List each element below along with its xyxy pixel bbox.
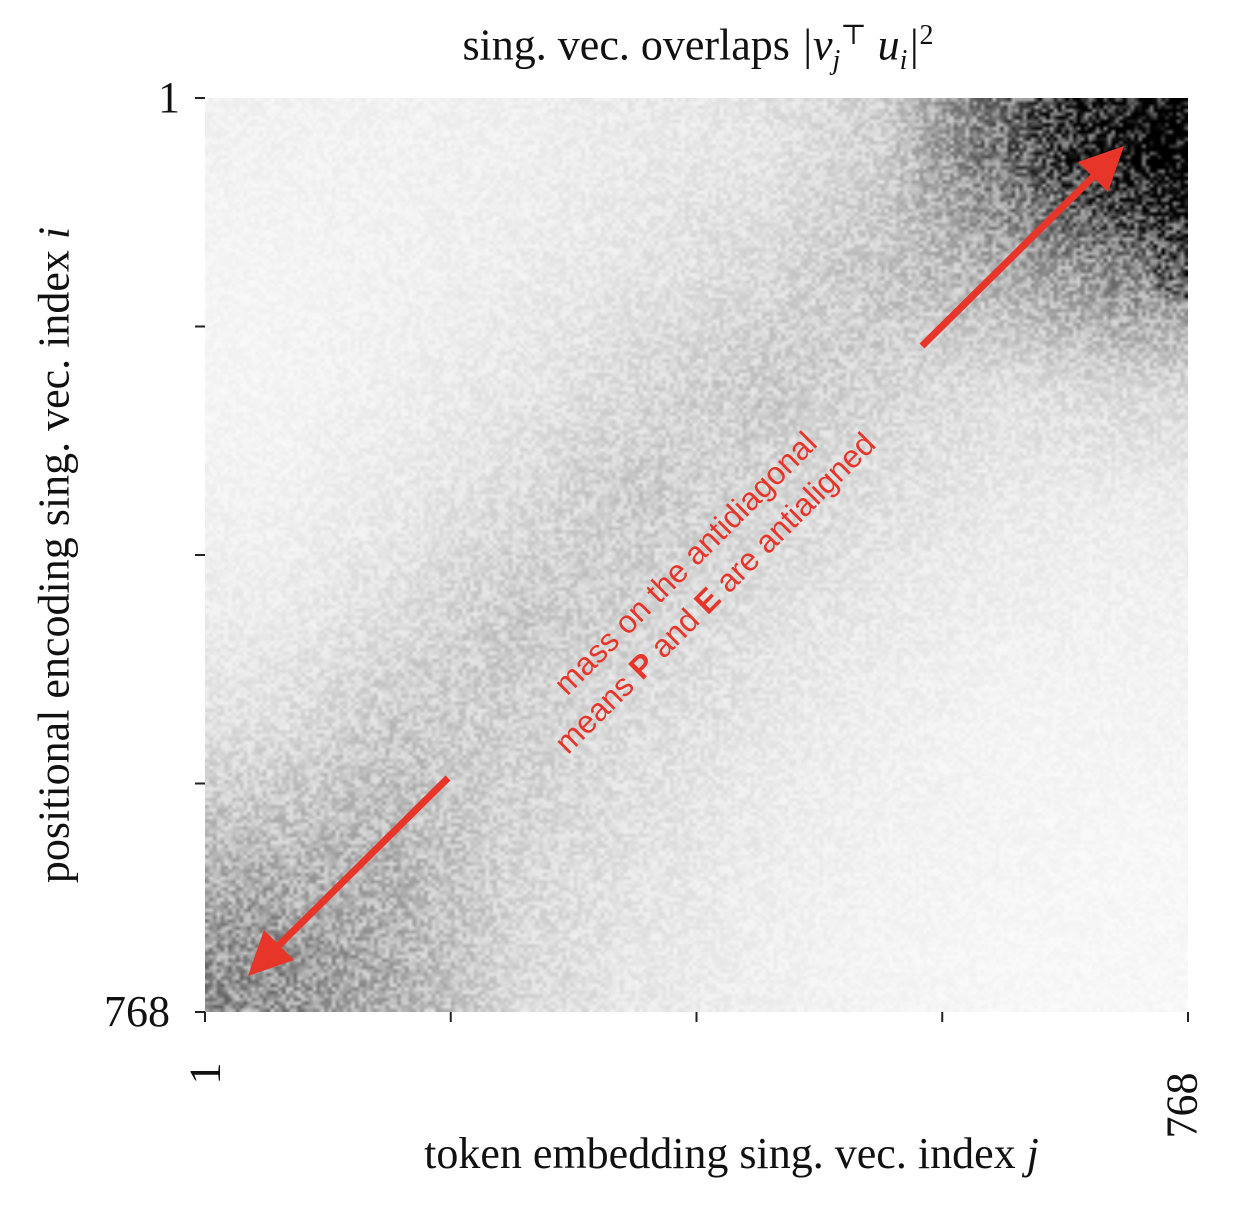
x-tick-label-left: 1 [180, 1062, 230, 1085]
x-axis-label: token embedding sing. vec. index j [424, 1129, 1039, 1178]
chart-title: sing. vec. overlaps |vj⊤ ui|2 [462, 20, 934, 77]
y-axis-label: positional encoding sing. vec. index i [29, 226, 79, 884]
arrow-bottom-left [248, 775, 451, 976]
axis-ticks [195, 97, 1189, 1022]
arrow-top-right [919, 146, 1124, 349]
y-tick-label-top: 1 [158, 73, 180, 122]
y-tick-label-bottom: 768 [104, 987, 170, 1036]
x-tick-label-right: 768 [1157, 1072, 1207, 1139]
